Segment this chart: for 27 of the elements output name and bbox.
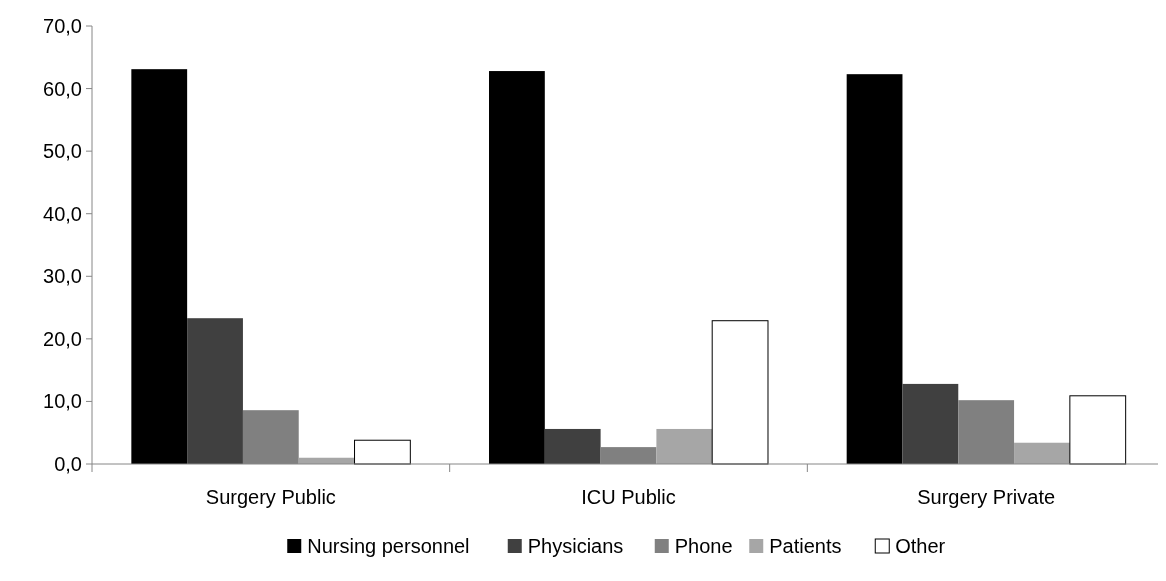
x-tick-label: Surgery Public (205, 486, 336, 508)
bar (187, 318, 243, 464)
bar (846, 74, 903, 464)
bar (131, 69, 188, 464)
y-tick-label: 40,0 (43, 202, 82, 225)
y-tick-label: 0,0 (54, 453, 82, 475)
bar (1014, 442, 1070, 464)
bar (544, 428, 601, 464)
y-tick-label: 30,0 (43, 265, 82, 288)
bar (902, 383, 959, 464)
x-tick-label: ICU Public (581, 486, 676, 508)
y-tick-label: 10,0 (43, 390, 82, 413)
legend-label: Phone (674, 535, 733, 557)
bar (656, 428, 713, 464)
x-tick-label: Surgery Private (917, 486, 1056, 508)
legend-label: Physicians (527, 535, 624, 557)
legend-label: Patients (769, 535, 842, 557)
y-tick-label: 60,0 (43, 77, 82, 100)
bar (489, 71, 545, 464)
legend-label: Other (895, 535, 946, 557)
y-tick-label: 20,0 (43, 327, 82, 350)
bar (711, 320, 769, 465)
y-tick-label: 70,0 (43, 15, 82, 37)
bar (1069, 395, 1127, 465)
y-tick-label: 50,0 (43, 140, 82, 163)
legend-label: Nursing personnel (307, 535, 470, 557)
bar (354, 439, 411, 465)
